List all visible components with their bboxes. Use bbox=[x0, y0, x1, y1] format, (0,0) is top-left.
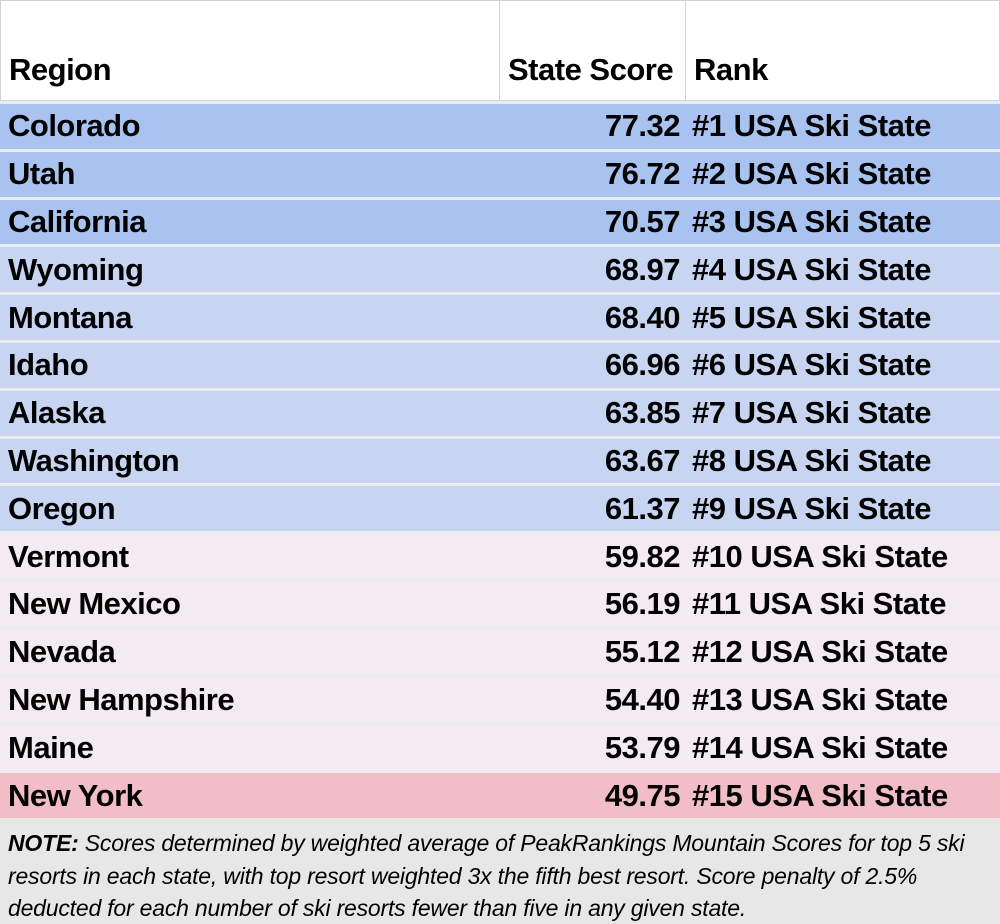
rank-cell: #11 USA Ski State bbox=[692, 586, 947, 622]
score-cell: 76.72 bbox=[604, 156, 681, 192]
table-row: Vermont 59.82 #10 USA Ski State bbox=[0, 531, 1000, 579]
region-cell: Washington bbox=[8, 442, 180, 478]
table-row: Montana 68.40 #5 USA Ski State bbox=[0, 292, 1000, 340]
score-cell: 49.75 bbox=[604, 777, 681, 813]
score-cell: 68.40 bbox=[604, 299, 681, 335]
footnote-label: NOTE: bbox=[8, 830, 79, 856]
table-row: Alaska 63.85 #7 USA Ski State bbox=[0, 387, 1000, 436]
column-header-rank: Rank bbox=[686, 0, 1000, 101]
table-body: Colorado 77.32 #1 USA Ski State Utah 76.… bbox=[0, 101, 1000, 818]
table-row: Maine 53.79 #14 USA Ski State bbox=[0, 722, 1000, 771]
column-header-state-score: State Score bbox=[500, 0, 686, 101]
rank-cell: #12 USA Ski State bbox=[692, 634, 948, 670]
table-row: California 70.57 #3 USA Ski State bbox=[0, 196, 1000, 245]
rank-cell: #9 USA Ski State bbox=[692, 490, 931, 526]
region-cell: Idaho bbox=[8, 347, 89, 383]
region-cell: Utah bbox=[8, 156, 75, 192]
region-cell: New Hampshire bbox=[8, 681, 235, 717]
score-cell: 70.57 bbox=[604, 203, 681, 239]
table-row: Nevada 55.12 #12 USA Ski State bbox=[0, 626, 1000, 675]
region-cell: Wyoming bbox=[8, 251, 144, 287]
score-cell: 56.19 bbox=[604, 586, 681, 622]
table-row: Utah 76.72 #2 USA Ski State bbox=[0, 148, 1000, 197]
score-cell: 54.40 bbox=[604, 681, 681, 717]
score-cell: 63.67 bbox=[604, 442, 681, 478]
region-cell: Nevada bbox=[8, 634, 116, 670]
rank-cell: #6 USA Ski State bbox=[692, 347, 931, 383]
region-cell: Alaska bbox=[8, 395, 105, 431]
rank-cell: #14 USA Ski State bbox=[692, 729, 948, 765]
rank-cell: #2 USA Ski State bbox=[692, 156, 931, 192]
rank-cell: #5 USA Ski State bbox=[692, 299, 931, 335]
table-row: Wyoming 68.97 #4 USA Ski State bbox=[0, 244, 1000, 293]
region-cell: California bbox=[8, 203, 146, 239]
score-cell: 53.79 bbox=[604, 729, 681, 765]
rank-cell: #15 USA Ski State bbox=[692, 777, 948, 813]
table-row: Washington 63.67 #8 USA Ski State bbox=[0, 435, 1000, 484]
region-cell: New York bbox=[8, 777, 143, 813]
rank-cell: #10 USA Ski State bbox=[692, 538, 948, 574]
region-cell: Maine bbox=[8, 729, 94, 765]
score-cell: 61.37 bbox=[604, 490, 681, 526]
rank-cell: #8 USA Ski State bbox=[692, 442, 931, 478]
region-cell: Oregon bbox=[8, 490, 116, 526]
footnote-text: Scores determined by weighted average of… bbox=[8, 830, 965, 921]
table-row: New York 49.75 #15 USA Ski State bbox=[0, 770, 1000, 818]
score-cell: 63.85 bbox=[604, 395, 681, 431]
region-cell: New Mexico bbox=[8, 586, 181, 622]
table-row: Idaho 66.96 #6 USA Ski State bbox=[0, 339, 1000, 388]
score-cell: 55.12 bbox=[604, 634, 681, 670]
region-cell: Montana bbox=[8, 299, 132, 335]
table-row: Colorado 77.32 #1 USA Ski State bbox=[0, 101, 1000, 149]
table-header: Region State Score Rank bbox=[0, 0, 1000, 101]
table-row: New Mexico 56.19 #11 USA Ski State bbox=[0, 578, 1000, 627]
footnote: NOTE: Scores determined by weighted aver… bbox=[0, 818, 1000, 924]
score-cell: 77.32 bbox=[604, 108, 681, 144]
column-header-region: Region bbox=[0, 0, 500, 101]
region-cell: Colorado bbox=[8, 108, 141, 144]
region-cell: Vermont bbox=[8, 538, 129, 574]
score-cell: 68.97 bbox=[604, 251, 681, 287]
table-row: New Hampshire 54.40 #13 USA Ski State bbox=[0, 674, 1000, 723]
table-row: Oregon 61.37 #9 USA Ski State bbox=[0, 483, 1000, 532]
score-cell: 59.82 bbox=[604, 538, 681, 574]
rank-cell: #7 USA Ski State bbox=[692, 395, 931, 431]
score-cell: 66.96 bbox=[604, 347, 681, 383]
rank-cell: #3 USA Ski State bbox=[692, 203, 931, 239]
rank-cell: #13 USA Ski State bbox=[692, 681, 948, 717]
rank-cell: #4 USA Ski State bbox=[692, 251, 931, 287]
rank-cell: #1 USA Ski State bbox=[692, 108, 931, 144]
